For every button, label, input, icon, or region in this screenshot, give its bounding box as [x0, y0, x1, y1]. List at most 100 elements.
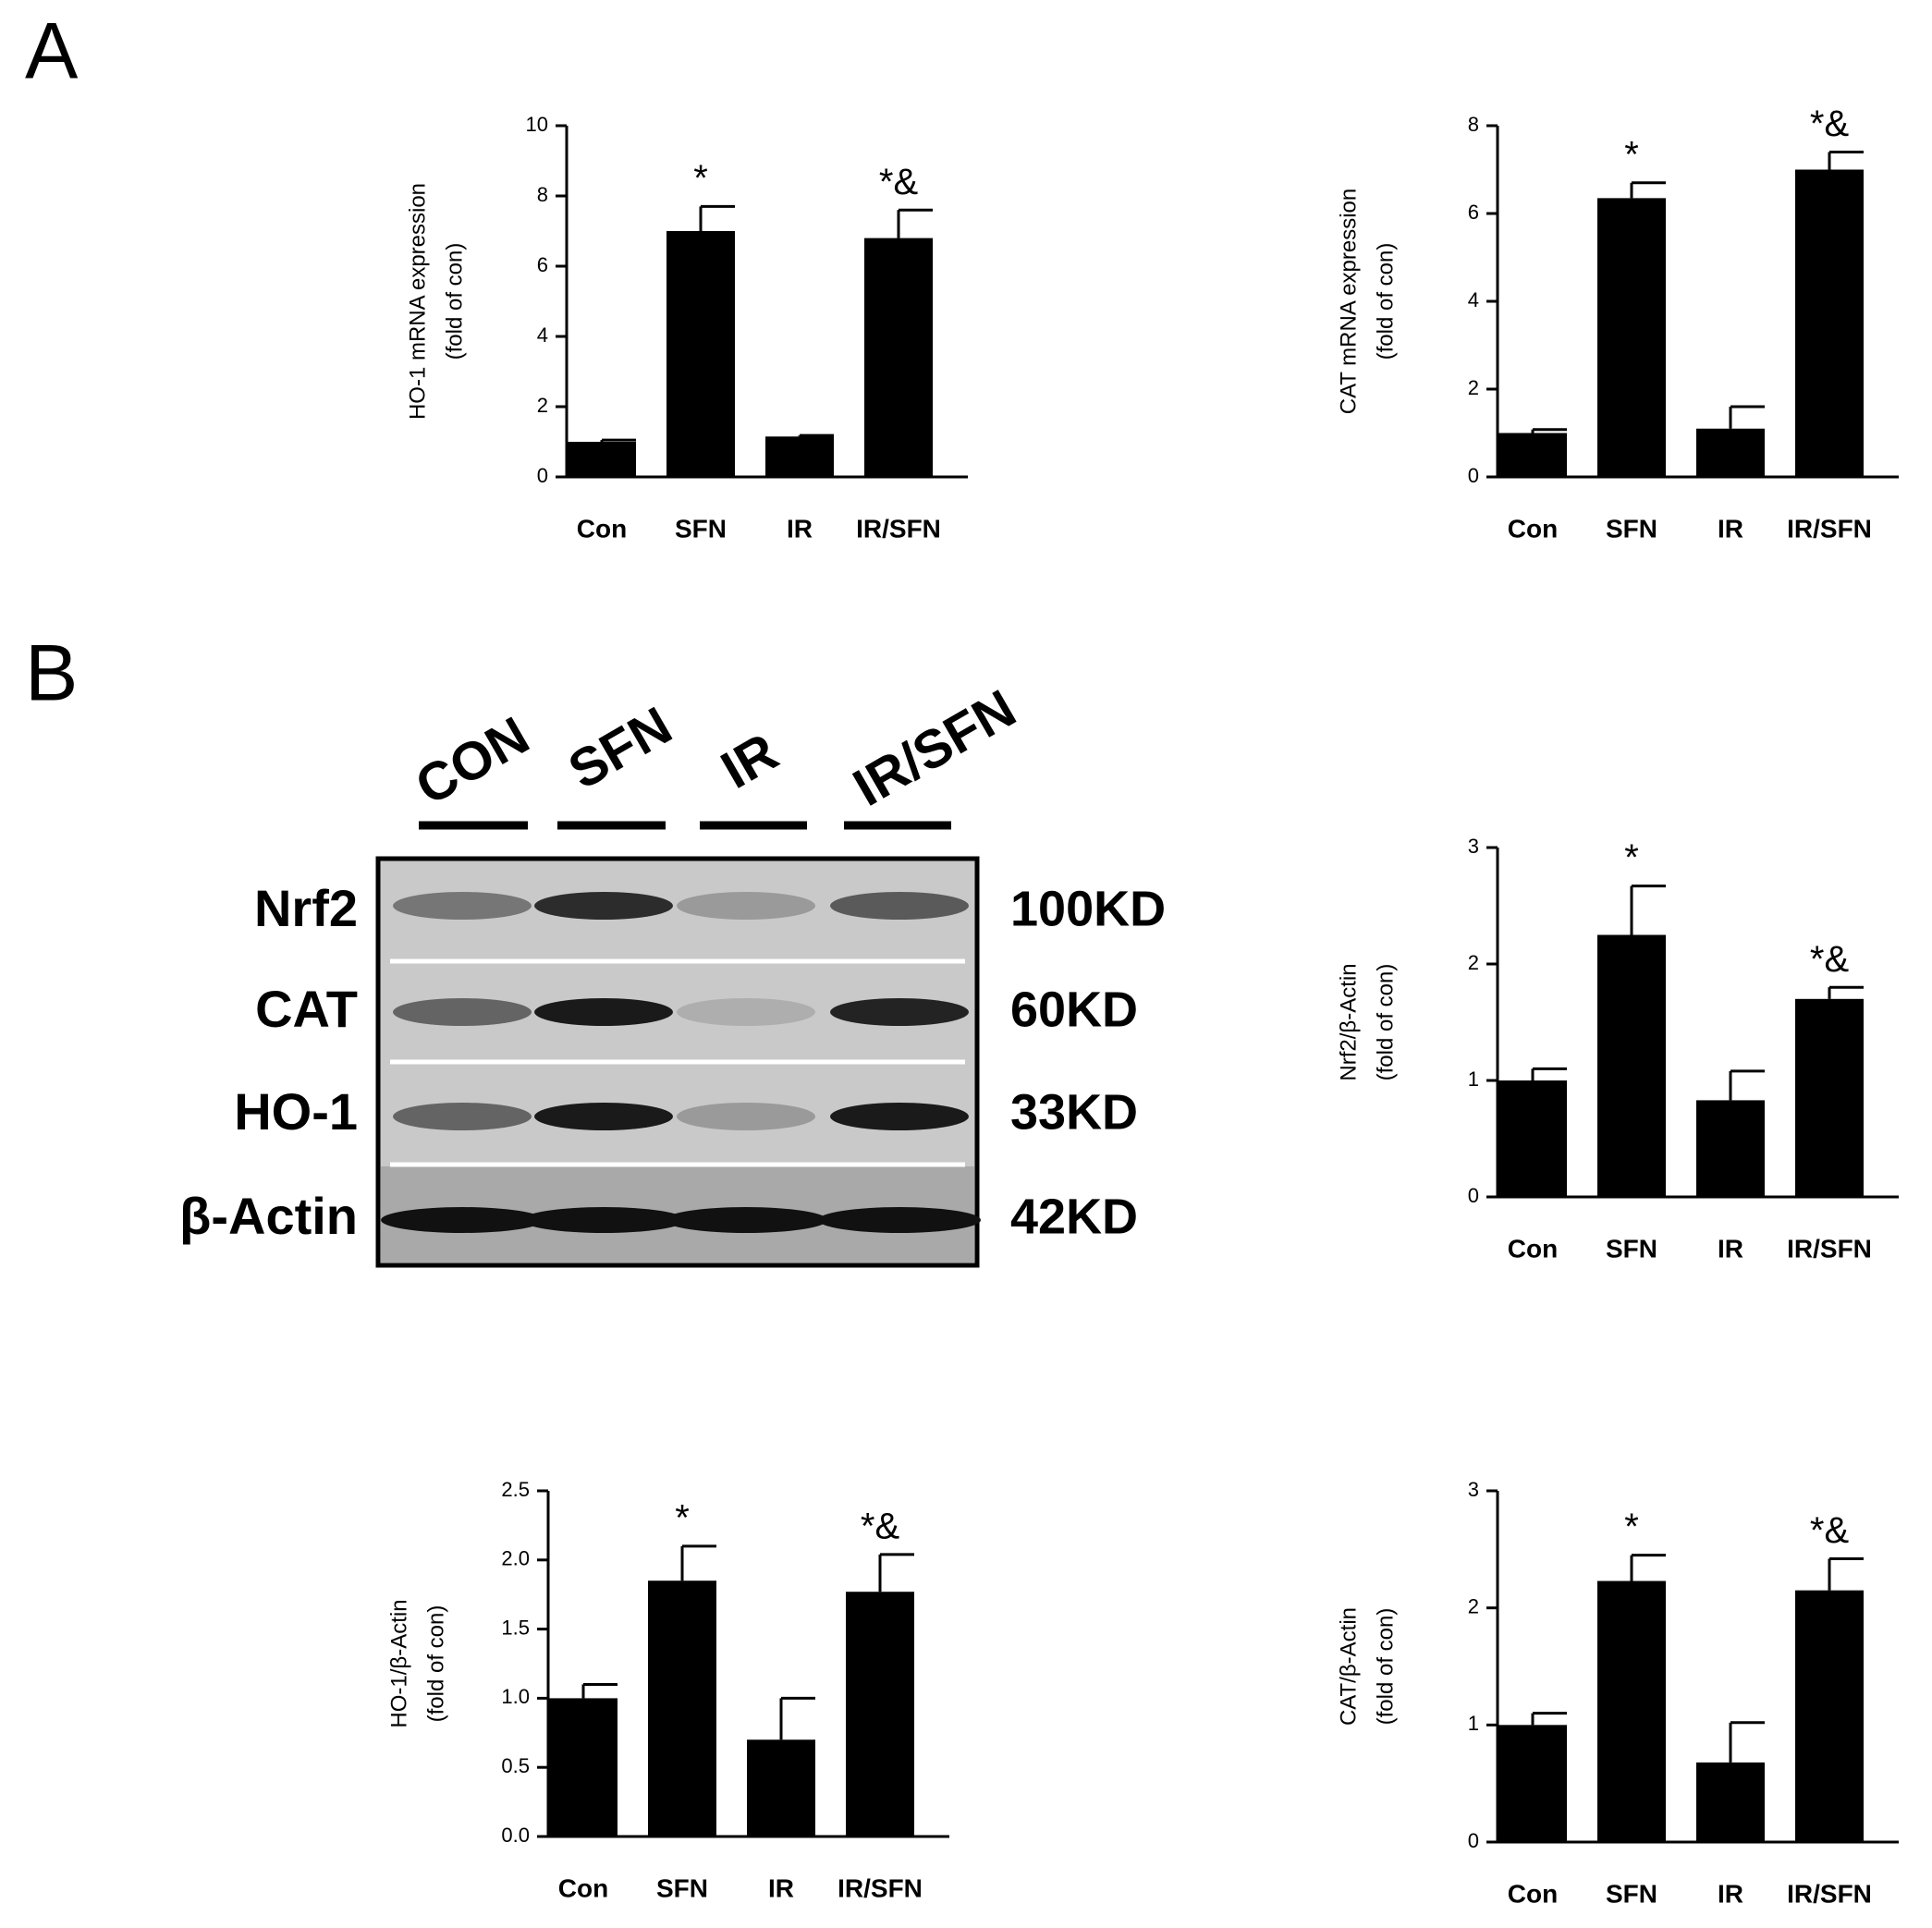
significance-mark: * [1624, 837, 1639, 878]
bar [1498, 1080, 1567, 1197]
bar [1696, 428, 1765, 477]
blot-band [393, 998, 532, 1026]
bar [1696, 1100, 1765, 1197]
blot-band [522, 1207, 685, 1233]
bar [568, 442, 636, 477]
bar [1696, 1762, 1765, 1842]
x-tick-label: SFN [1606, 514, 1657, 543]
panel-label: A [25, 7, 79, 96]
y-tick-label: 0 [1468, 1829, 1479, 1852]
bar [864, 238, 933, 477]
y-tick-label: 2 [537, 394, 548, 417]
y-tick-label: 1.5 [501, 1616, 530, 1639]
y-tick-label: 8 [537, 183, 548, 206]
bar [846, 1592, 914, 1836]
x-tick-label: IR/SFN [838, 1873, 923, 1902]
y-axis-label: (fold of con) [442, 243, 467, 360]
y-tick-label: 0.5 [501, 1754, 530, 1777]
y-tick-label: 3 [1468, 1478, 1479, 1501]
blot-band [534, 892, 673, 920]
significance-mark: *& [879, 162, 919, 202]
blot-band [818, 1207, 981, 1233]
y-axis-label: (fold of con) [423, 1605, 448, 1723]
bar [1597, 1580, 1666, 1842]
bar [549, 1698, 618, 1836]
y-tick-label: 2 [1468, 1594, 1479, 1617]
x-tick-label: IR [1718, 1879, 1743, 1908]
bar [1498, 433, 1567, 477]
x-tick-label: IR/SFN [1787, 514, 1872, 543]
y-tick-label: 2.5 [501, 1478, 530, 1501]
y-tick-label: 0.0 [501, 1824, 530, 1847]
x-tick-label: SFN [675, 514, 727, 543]
blot-band [830, 1103, 969, 1130]
x-tick-label: IR/SFN [1787, 1879, 1872, 1908]
blot-band [830, 892, 969, 920]
size-label: 42KD [1010, 1189, 1138, 1244]
x-tick-label: Con [1508, 1234, 1558, 1263]
bar [765, 436, 834, 477]
x-tick-label: IR [1718, 1234, 1743, 1263]
blot-band [665, 1207, 827, 1233]
blot-band [534, 1103, 673, 1130]
row-label: Nrf2 [254, 879, 358, 937]
size-label: 33KD [1010, 1084, 1138, 1140]
blot-band [534, 998, 673, 1026]
significance-mark: * [693, 158, 708, 199]
significance-mark: *& [1810, 1510, 1850, 1551]
y-tick-label: 8 [1468, 113, 1479, 136]
y-axis-label: (fold of con) [1373, 243, 1398, 360]
y-tick-label: 0 [537, 464, 548, 487]
y-tick-label: 6 [1468, 201, 1479, 224]
y-tick-label: 2 [1468, 951, 1479, 974]
western-blot [375, 856, 981, 1268]
significance-mark: *& [1810, 939, 1850, 980]
bar [747, 1739, 815, 1836]
blot-band [677, 998, 815, 1026]
y-tick-label: 2.0 [501, 1547, 530, 1570]
y-tick-label: 1 [1468, 1068, 1479, 1091]
bar [1597, 198, 1666, 477]
blot-band [393, 1103, 532, 1130]
bar [666, 231, 735, 477]
y-axis-label: (fold of con) [1373, 1608, 1398, 1726]
y-tick-label: 1.0 [501, 1685, 530, 1708]
x-tick-label: IR/SFN [856, 514, 941, 543]
y-tick-label: 4 [1468, 288, 1479, 311]
x-tick-label: Con [1508, 514, 1558, 543]
significance-mark: * [675, 1497, 690, 1538]
x-tick-label: SFN [656, 1873, 708, 1902]
x-tick-label: SFN [1606, 1234, 1657, 1263]
significance-mark: * [1624, 1507, 1639, 1547]
bar [1498, 1725, 1567, 1842]
blot-band [393, 892, 532, 920]
row-label: CAT [255, 980, 358, 1038]
y-tick-label: 10 [526, 113, 548, 136]
y-axis-label: Nrf2/β-Actin [1336, 963, 1361, 1080]
significance-mark: * [1624, 134, 1639, 175]
blot-band [677, 892, 815, 920]
y-tick-label: 2 [1468, 376, 1479, 399]
y-axis-label: CAT/β-Actin [1336, 1607, 1361, 1726]
bar [1795, 169, 1864, 477]
blot-band [381, 1207, 544, 1233]
y-axis-label: HO-1 mRNA expression [405, 183, 430, 420]
y-tick-label: 0 [1468, 1184, 1479, 1207]
y-axis-label: CAT mRNA expression [1336, 189, 1361, 415]
y-axis-label: HO-1/β-Actin [386, 1599, 411, 1727]
x-tick-label: Con [577, 514, 627, 543]
row-label: β-Actin [179, 1187, 358, 1245]
bar [1597, 934, 1666, 1197]
blot-band [830, 998, 969, 1026]
size-label: 100KD [1010, 881, 1166, 936]
x-tick-label: IR [1718, 514, 1743, 543]
panel-label: B [25, 629, 78, 718]
y-tick-label: 1 [1468, 1712, 1479, 1735]
x-tick-label: Con [1508, 1879, 1558, 1908]
y-tick-label: 0 [1468, 464, 1479, 487]
x-tick-label: IR [768, 1873, 794, 1902]
size-label: 60KD [1010, 982, 1138, 1037]
y-tick-label: 4 [537, 323, 548, 347]
x-tick-label: SFN [1606, 1879, 1657, 1908]
